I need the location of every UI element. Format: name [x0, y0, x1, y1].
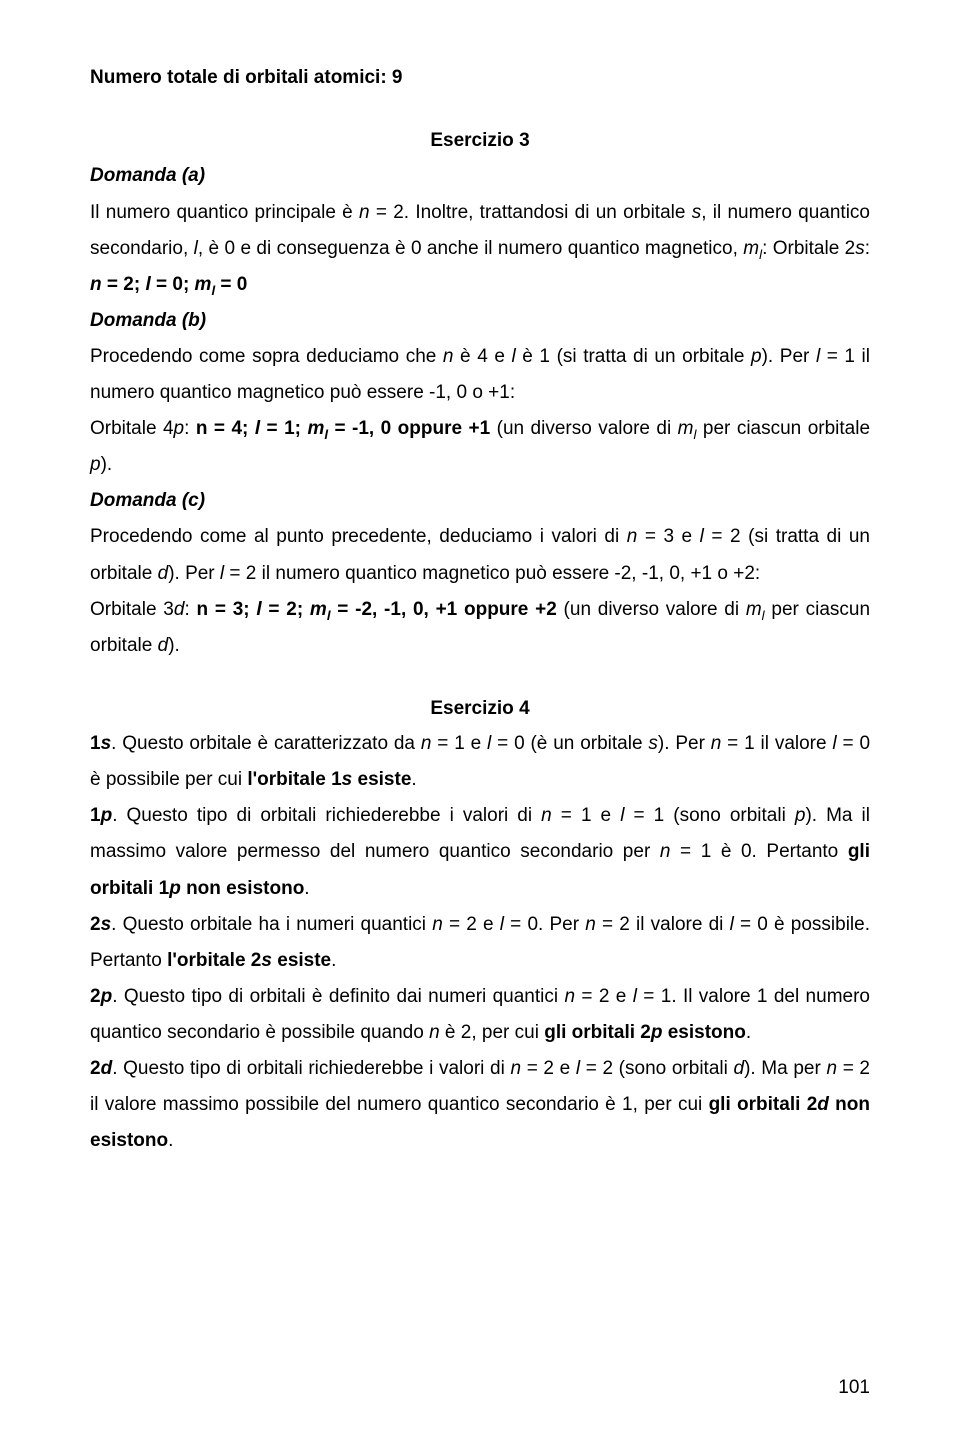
document-page: Numero totale di orbitali atomici: 9 Ese…	[0, 0, 960, 1446]
exercise3-title: Esercizio 3	[90, 126, 870, 156]
heading-total-orbitals: Numero totale di orbitali atomici: 9	[90, 60, 870, 96]
exercise4-title: Esercizio 4	[90, 694, 870, 724]
answer-b-text-2: Orbitale 4p: n = 4; l = 1; ml = -1, 0 op…	[90, 411, 870, 483]
question-a-label: Domanda (a)	[90, 158, 870, 194]
answer-a-text: Il numero quantico principale è n = 2. I…	[90, 195, 870, 303]
question-c-label: Domanda (c)	[90, 483, 870, 519]
ex4-2s: 2s. Questo orbitale ha i numeri quantici…	[90, 907, 870, 979]
ex4-2d: 2d. Questo tipo di orbitali richiederebb…	[90, 1051, 870, 1159]
answer-c-text-1: Procedendo come al punto precedente, ded…	[90, 519, 870, 591]
page-number: 101	[838, 1370, 870, 1406]
question-b-label: Domanda (b)	[90, 303, 870, 339]
answer-b-text-1: Procedendo come sopra deduciamo che n è …	[90, 339, 870, 411]
ex4-1s: 1s. Questo orbitale è caratterizzato da …	[90, 726, 870, 798]
ex4-1p: 1p. Questo tipo di orbitali richiederebb…	[90, 798, 870, 906]
ex4-2p: 2p. Questo tipo di orbitali è definito d…	[90, 979, 870, 1051]
answer-c-text-2: Orbitale 3d: n = 3; l = 2; ml = -2, -1, …	[90, 592, 870, 664]
